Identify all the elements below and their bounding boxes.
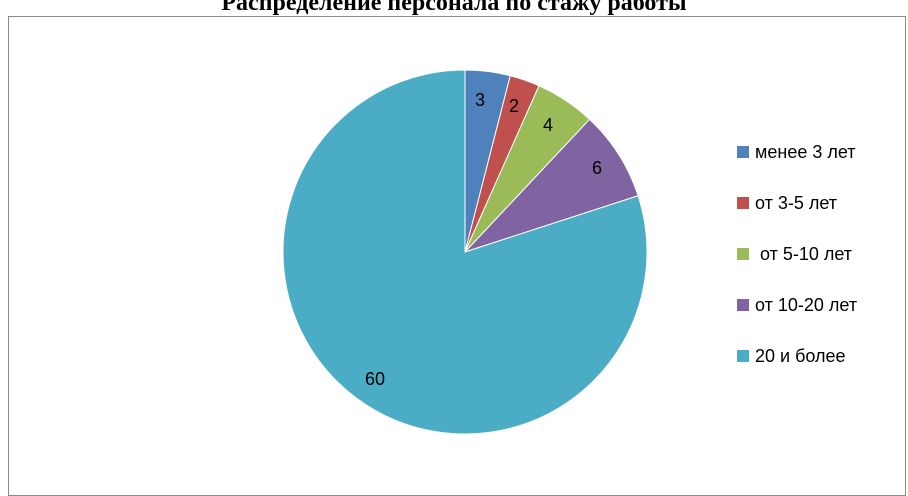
pie-slice-4 [464,118,639,253]
legend-swatch [737,146,749,158]
data-label-1: 3 [475,90,485,110]
data-label-3: 4 [543,115,553,135]
chart-legend: менее 3 лет от 3-5 лет от 5-10 лет от 10-2… [737,141,857,396]
data-label-2: 2 [509,96,519,116]
legend-item-4: от 10-20 лет [737,294,857,316]
pie-slice-5 [282,69,648,435]
chart-title: Распределение персонала по стажу работы [221,0,687,16]
legend-label: от 3-5 лет [755,192,838,213]
legend-swatch [737,248,749,260]
legend-item-3: от 5-10 лет [737,243,857,265]
legend-label: менее 3 лет [755,141,856,162]
legend-swatch [737,197,749,209]
legend-label: от 5-10 лет [755,243,853,264]
legend-item-5: 20 и более [737,345,857,367]
legend-item-1: менее 3 лет [737,141,857,163]
legend-swatch [737,350,749,362]
legend-label: 20 и более [755,345,846,366]
legend-item-2: от 3-5 лет [737,192,857,214]
legend-label: от 10-20 лет [755,294,858,315]
legend-swatch [737,299,749,311]
data-label-4: 6 [592,158,602,178]
data-label-5: 60 [365,369,385,389]
